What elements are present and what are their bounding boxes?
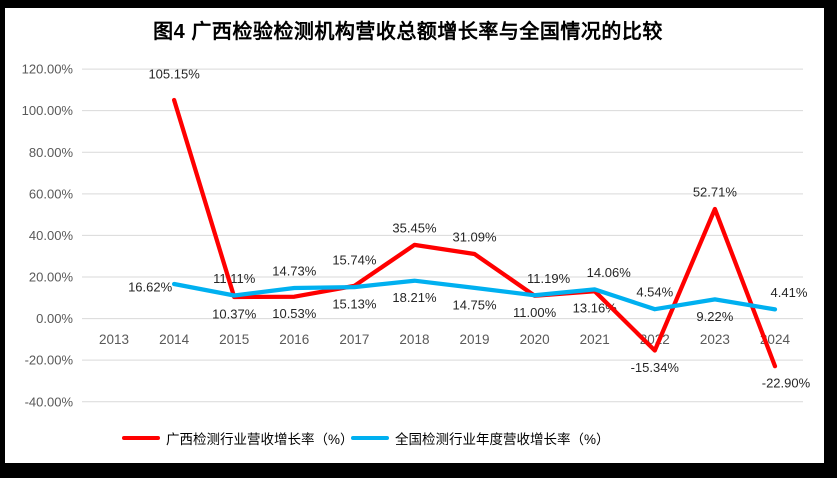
data-label: 14.75% [452,297,497,312]
y-tick-label: 40.00% [29,228,74,243]
data-label: 35.45% [392,220,437,235]
x-tick-label: 2020 [520,332,550,347]
x-tick-label: 2013 [99,332,129,347]
y-tick-label: 100.00% [22,103,74,118]
chart-title: 图4 广西检验检测机构营收总额增长率与全国情况的比较 [153,21,663,43]
x-tick-label: 2016 [279,332,309,347]
data-label: 10.53% [272,306,317,321]
data-label: 4.41% [771,285,808,300]
legend-item-guangxi: 广西检测行业营收增长率（%） [122,429,354,447]
y-tick-label: 0.00% [36,311,73,326]
x-tick-label: 2014 [159,332,190,347]
legend-item-national: 全国检测行业年度营收增长率（%） [351,429,610,447]
data-label: 105.15% [148,66,200,81]
data-label: 11.00% [513,305,557,320]
x-tick-label: 2018 [399,332,429,347]
legend-swatch-guangxi-icon [122,435,160,441]
data-label: 15.74% [332,252,377,267]
data-label: -22.90% [762,376,811,391]
y-tick-label: 60.00% [29,186,74,201]
y-tick-label: -40.00% [25,394,74,409]
data-label: 52.71% [693,185,738,200]
data-label: 11.19% [527,271,571,286]
data-label: 4.54% [636,285,673,300]
y-tick-label: -20.00% [25,353,74,368]
data-label: -15.34% [631,360,680,375]
gridlines [82,68,803,403]
legend-swatch-national-icon [351,435,389,441]
y-tick-label: 20.00% [29,270,74,285]
x-tick-label: 2015 [219,332,249,347]
data-label: 14.06% [587,265,632,280]
series-guangxi-line [171,97,778,369]
x-tick-label: 2019 [460,332,490,347]
legend-label-guangxi: 广西检测行业营收增长率（%） [166,432,354,447]
y-tick-label: 120.00% [22,62,74,77]
data-label: 31.09% [452,229,497,244]
y-axis-labels: 120.00% 100.00% 80.00% 60.00% 40.00% 20.00% 0.… [22,62,74,410]
data-label: 16.62% [128,280,173,295]
x-tick-label: 2023 [700,332,730,347]
y-tick-label: 80.00% [29,145,74,160]
legend-label-national: 全国检测行业年度营收增长率（%） [395,432,610,447]
data-label: 9.22% [696,309,733,324]
x-tick-label: 2017 [339,332,369,347]
data-label: 10.37% [212,307,257,322]
x-tick-label: 2021 [580,332,610,347]
series-national-line [171,278,778,312]
data-label: 14.73% [272,263,317,278]
data-label: 18.21% [392,290,437,305]
data-labels: 105.15% 10.37% 10.53% 15.74% 35.45% 31.09% 11.… [128,66,811,390]
x-axis-labels: 2013 2014 2015 2016 2017 2018 2019 2020 2021 2022… [99,332,790,347]
data-label: 11.11% [213,271,256,286]
data-label: 15.13% [332,297,377,312]
